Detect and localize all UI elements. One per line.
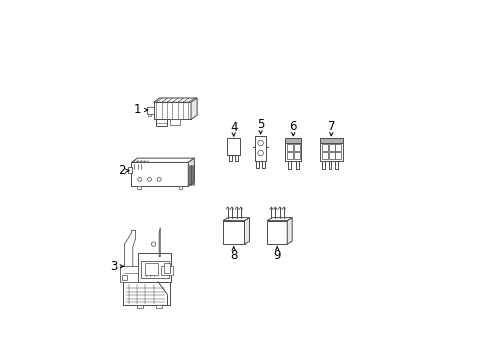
Bar — [319, 138, 342, 143]
Bar — [262, 161, 264, 168]
Bar — [285, 143, 301, 161]
Bar — [254, 136, 266, 161]
Text: 6: 6 — [289, 120, 296, 134]
Polygon shape — [286, 217, 292, 244]
Bar — [334, 152, 341, 159]
Polygon shape — [159, 228, 160, 257]
Bar — [141, 261, 168, 278]
Text: 3: 3 — [110, 260, 117, 273]
Bar — [123, 280, 170, 305]
Bar — [293, 152, 299, 159]
Bar — [334, 161, 337, 169]
Text: 7: 7 — [327, 120, 334, 134]
Bar — [170, 120, 180, 125]
Bar — [178, 186, 182, 189]
Bar — [147, 107, 154, 114]
Bar — [256, 161, 259, 168]
Bar — [267, 221, 286, 244]
Bar — [229, 156, 232, 161]
Bar — [122, 275, 126, 280]
Bar — [160, 266, 173, 275]
Bar — [153, 102, 191, 120]
Bar — [319, 143, 342, 161]
Circle shape — [257, 150, 263, 156]
Bar — [321, 161, 324, 169]
Polygon shape — [153, 98, 197, 102]
Bar — [156, 305, 162, 308]
Polygon shape — [124, 230, 135, 282]
Bar — [145, 263, 158, 275]
Polygon shape — [191, 98, 197, 120]
Bar — [148, 114, 151, 117]
Circle shape — [257, 140, 263, 146]
Circle shape — [151, 242, 156, 246]
Bar — [334, 144, 341, 152]
Bar — [235, 156, 238, 161]
Bar — [138, 253, 170, 282]
Bar — [285, 138, 301, 143]
Polygon shape — [223, 217, 249, 221]
Text: 5: 5 — [256, 118, 264, 131]
Text: 2: 2 — [118, 164, 125, 177]
Text: 9: 9 — [273, 249, 281, 262]
Bar — [321, 144, 327, 152]
Bar — [223, 221, 244, 244]
Polygon shape — [188, 158, 194, 186]
Bar — [128, 167, 131, 173]
Bar — [137, 186, 141, 189]
Text: 1: 1 — [133, 103, 141, 117]
Polygon shape — [131, 158, 194, 162]
Bar — [163, 263, 169, 273]
Polygon shape — [267, 217, 292, 221]
Circle shape — [147, 177, 151, 181]
Polygon shape — [244, 217, 249, 244]
Text: 8: 8 — [229, 249, 237, 262]
Bar — [328, 152, 334, 159]
Bar — [286, 152, 293, 159]
Bar — [328, 144, 334, 152]
Bar — [120, 266, 138, 282]
Bar — [295, 161, 298, 169]
Bar — [286, 144, 293, 152]
Circle shape — [157, 177, 161, 181]
Bar — [226, 138, 240, 156]
Bar — [321, 152, 327, 159]
Bar — [328, 161, 330, 169]
Bar — [131, 162, 188, 186]
Bar — [293, 144, 299, 152]
Bar — [287, 161, 290, 169]
Text: 4: 4 — [229, 121, 237, 134]
Bar — [137, 305, 142, 308]
Circle shape — [138, 177, 142, 181]
Bar — [156, 120, 166, 126]
